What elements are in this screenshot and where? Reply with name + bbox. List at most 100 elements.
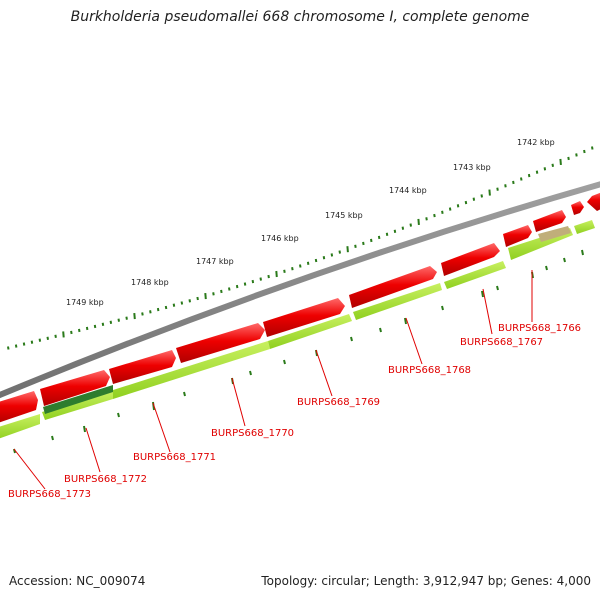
cds-feature <box>40 370 110 406</box>
gene-label: BURPS668_1771 <box>133 452 216 463</box>
ruler-major-tick <box>204 293 207 300</box>
ruler-minor-tick <box>306 261 310 265</box>
ruler-minor-tick <box>362 241 365 246</box>
ruler-minor-tick <box>535 170 539 174</box>
ruler-minor-tick <box>251 279 255 284</box>
topology-text: Topology: circular; Length: 3,912,947 bp… <box>261 574 591 588</box>
ruler-minor-tick <box>235 284 239 289</box>
ruler-minor-tick <box>504 184 507 188</box>
ruler-minor-tick <box>149 310 152 314</box>
gene-feature <box>353 283 442 320</box>
ruler-minor-tick <box>78 328 81 333</box>
ruler-label: 1745 kbp <box>325 211 363 220</box>
ruler-minor-tick <box>267 274 270 279</box>
ruler-minor-tick <box>496 187 499 191</box>
ruler-major-tick <box>559 158 562 165</box>
ruler-minor-tick <box>472 197 476 201</box>
ruler-minor-tick <box>433 213 436 218</box>
ruler-label: 1744 kbp <box>389 186 427 195</box>
gene-label: BURPS668_1766 <box>498 323 581 334</box>
cds-feature <box>263 298 345 337</box>
accession-text: Accession: NC_009074 <box>9 574 146 588</box>
ruler-minor-tick <box>85 326 89 331</box>
ruler-minor-tick <box>180 301 184 305</box>
gene-label: BURPS668_1769 <box>297 397 380 408</box>
ruler-minor-tick <box>425 217 428 221</box>
misc-feature <box>538 226 571 242</box>
ruler-minor-tick <box>38 338 42 342</box>
ruler-minor-tick <box>172 303 176 307</box>
ruler-minor-tick <box>575 153 578 157</box>
ruler-label: 1747 kbp <box>196 257 234 266</box>
ruler-minor-tick <box>101 322 105 326</box>
ruler-minor-tick <box>520 177 523 181</box>
ruler-minor-tick <box>527 173 531 178</box>
ruler-minor-tick <box>448 207 452 211</box>
cds-track <box>0 192 600 423</box>
leader-lines <box>13 270 533 490</box>
ruler-minor-tick <box>370 238 373 243</box>
ruler-minor-tick <box>299 264 302 268</box>
ruler-minor-tick <box>109 320 113 324</box>
ruler-minor-tick <box>464 200 468 205</box>
ruler-minor-tick <box>338 250 341 254</box>
gene-labels: BURPS668_1766 BURPS668_1767 BURPS668_176… <box>8 323 581 500</box>
cds-feature <box>503 225 532 247</box>
ruler-major-tick <box>133 313 136 320</box>
gene-feature <box>574 220 595 234</box>
ruler-major-tick <box>346 246 349 253</box>
ruler-minor-tick <box>196 296 199 301</box>
ruler-minor-tick <box>46 336 49 340</box>
ruler-minor-tick <box>30 340 34 344</box>
ruler-minor-tick <box>22 342 26 346</box>
ruler-labels: 1742 kbp 1743 kbp 1744 kbp 1745 kbp 1746… <box>66 138 555 307</box>
cds-feature <box>176 323 265 363</box>
ruler-minor-tick <box>456 204 460 208</box>
ruler-minor-tick <box>93 324 97 329</box>
ruler-minor-tick <box>156 307 160 312</box>
ruler-minor-tick <box>512 180 515 185</box>
ruler-minor-tick <box>401 226 405 230</box>
ruler-label: 1746 kbp <box>261 234 299 243</box>
ruler-minor-tick <box>591 146 594 150</box>
ruler-label: 1749 kbp <box>66 298 104 307</box>
ruler-label: 1748 kbp <box>131 278 169 287</box>
ruler-minor-tick <box>314 258 318 263</box>
ruler-minor-tick <box>354 244 357 248</box>
ruler-minor-tick <box>409 223 412 227</box>
map-title: Burkholderia pseudomallei 668 chromosome… <box>70 9 530 25</box>
gene-label: BURPS668_1772 <box>64 474 147 485</box>
outer-ruler <box>7 146 594 350</box>
ruler-minor-tick <box>567 156 570 161</box>
gene-feature <box>113 341 270 399</box>
cds-feature <box>441 243 500 276</box>
ruler-minor-tick <box>291 267 294 271</box>
gene-feature <box>444 261 506 289</box>
ruler-minor-tick <box>441 210 444 214</box>
ruler-minor-tick <box>377 235 381 240</box>
ruler-minor-tick <box>228 287 231 291</box>
gene-feature <box>0 414 40 439</box>
ruler-minor-tick <box>385 232 389 236</box>
ruler-minor-tick <box>220 289 223 294</box>
ruler-minor-tick <box>543 167 547 171</box>
ruler-minor-tick <box>70 330 73 335</box>
ruler-major-tick <box>275 270 278 278</box>
ruler-minor-tick <box>188 299 191 303</box>
ruler-minor-tick <box>393 229 397 233</box>
ruler-minor-tick <box>480 194 483 198</box>
ruler-major-tick <box>417 218 420 225</box>
gene-label: BURPS668_1768 <box>388 365 471 376</box>
gene-feature <box>268 314 352 349</box>
gene-label: BURPS668_1767 <box>460 337 543 348</box>
ruler-major-tick <box>62 331 65 338</box>
ruler-minor-tick <box>117 318 120 322</box>
ruler-minor-tick <box>14 344 18 348</box>
ruler-label: 1742 kbp <box>517 138 555 147</box>
cds-feature <box>533 210 566 232</box>
ruler-minor-tick <box>212 292 215 296</box>
ruler-minor-tick <box>125 316 128 320</box>
ruler-minor-tick <box>551 163 554 167</box>
cds-feature <box>349 266 437 308</box>
ruler-minor-tick <box>54 334 57 338</box>
